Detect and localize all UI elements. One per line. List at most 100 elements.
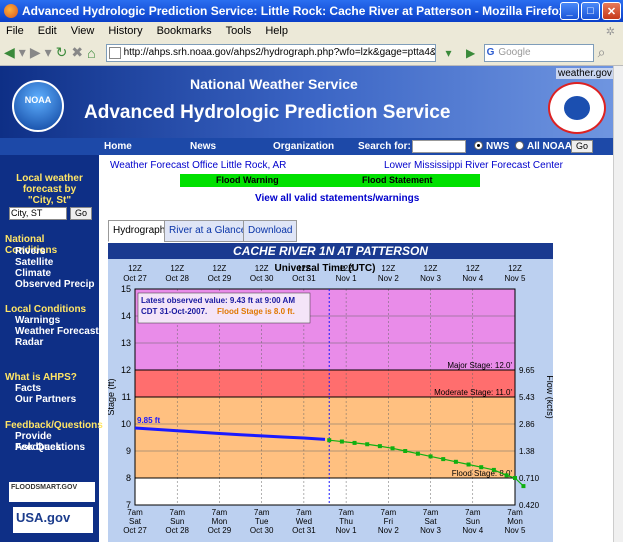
annotation-line2: CDT 31-Oct-2007.: [141, 307, 207, 316]
top-tick-label: Oct 30: [250, 274, 274, 283]
url-dropdown-icon[interactable]: ▾: [445, 45, 452, 60]
go-icon[interactable]: ▶: [465, 45, 476, 60]
sidebar-item-climate[interactable]: Climate: [15, 268, 52, 279]
bottom-tick-label: Mon: [507, 517, 523, 526]
dropdown-icon[interactable]: ▾: [18, 44, 26, 60]
bottom-tick-label: Nov 2: [378, 526, 399, 535]
firefox-icon: [4, 4, 18, 18]
vertical-scrollbar[interactable]: [613, 66, 623, 542]
sidebar-item-weather-forecast[interactable]: Weather Forecast: [15, 326, 99, 337]
tab-download[interactable]: Download: [243, 220, 298, 242]
top-tick-label: Oct 28: [165, 274, 189, 283]
nws-seal-logo[interactable]: [548, 82, 606, 134]
home-icon[interactable]: ⌂: [87, 44, 96, 61]
y-tick-label: 14: [121, 311, 131, 321]
usagov-logo[interactable]: USA.gov: [13, 507, 93, 533]
flood-warning-link[interactable]: Flood Warning: [216, 175, 279, 185]
site-search-input[interactable]: [412, 140, 466, 153]
y-tick-label: 13: [121, 338, 131, 348]
city-go-button[interactable]: Go: [70, 207, 92, 220]
reload-icon[interactable]: ↻: [55, 44, 68, 60]
search-input[interactable]: G Google: [483, 43, 594, 62]
warning-bar: Flood Warning Flood Statement: [180, 174, 480, 187]
stop-icon[interactable]: ✖: [71, 44, 84, 60]
y-tick-label: 7: [126, 500, 131, 510]
forecast-point: [339, 439, 344, 444]
tab-hydrograph[interactable]: Hydrograph: [108, 220, 171, 242]
radio-all-noaa[interactable]: [515, 141, 524, 150]
chart-title: CACHE RIVER 1N AT PATTERSON: [108, 243, 553, 259]
tab-river-at-a-glance[interactable]: River at a Glance: [164, 220, 252, 242]
sidebar-item-rivers[interactable]: Rivers: [15, 246, 46, 257]
menu-help[interactable]: Help: [265, 25, 288, 37]
flow-tick-label: 5.43: [519, 393, 535, 402]
weather-gov-link[interactable]: weather.gov: [556, 68, 613, 79]
top-nav: Home News Organization Search for: NWS A…: [0, 138, 613, 155]
dropdown-icon[interactable]: ▾: [44, 44, 52, 60]
sidebar-item-observed-precip[interactable]: Observed Precip: [15, 279, 95, 290]
city-input[interactable]: City, ST: [9, 207, 67, 220]
bottom-tick-label: Sun: [170, 517, 184, 526]
minimize-button[interactable]: _: [560, 2, 579, 20]
lmrfc-link[interactable]: Lower Mississippi River Forecast Center: [384, 160, 563, 171]
throbber-icon: ✲: [605, 25, 615, 38]
forward-icon[interactable]: ▶: [29, 44, 41, 60]
menu-file[interactable]: File: [6, 25, 24, 37]
top-tick-label: Nov 5: [505, 274, 526, 283]
start-value-label: 9.85 ft: [137, 416, 160, 425]
sidebar-item-partners[interactable]: Our Partners: [15, 394, 77, 405]
navigation-toolbar: ◀ ▾ ▶ ▾ ↻ ✖ ⌂ http://ahps.srh.noaa.gov/a…: [0, 40, 623, 66]
bottom-tick-label: Sat: [425, 517, 438, 526]
minor-flood-band: [135, 397, 515, 478]
sidebar: Local weather forecast by "City, St" Cit…: [0, 155, 103, 542]
forecast-point: [415, 451, 420, 456]
floodsmart-logo[interactable]: FLOODSMART.GOV: [9, 482, 95, 502]
wfo-link[interactable]: Weather Forecast Office Little Rock, AR: [110, 160, 287, 171]
bottom-tick-label: 7am: [212, 508, 228, 517]
sidebar-item-satellite[interactable]: Satellite: [15, 257, 54, 268]
menu-edit[interactable]: Edit: [37, 25, 57, 37]
forecast-point: [352, 440, 357, 445]
back-icon[interactable]: ◀: [4, 44, 15, 60]
forecast-point: [453, 459, 458, 464]
flood-statement-link[interactable]: Flood Statement: [362, 175, 433, 185]
top-tick-label: 12Z: [128, 264, 142, 273]
top-tick-label: 12Z: [255, 264, 269, 273]
close-button[interactable]: ✕: [602, 2, 621, 20]
y-tick-label: 11: [122, 392, 131, 402]
sidebar-item-ask-questions[interactable]: Ask Questions: [15, 442, 86, 453]
forecast-point: [466, 462, 471, 467]
menu-bar: File Edit View History Bookmarks Tools H…: [0, 22, 623, 40]
address-bar[interactable]: http://ahps.srh.noaa.gov/ahps2/hydrograp…: [105, 43, 436, 62]
top-tick-label: Nov 4: [462, 274, 483, 283]
menu-tools[interactable]: Tools: [225, 25, 252, 37]
nav-home[interactable]: Home: [104, 141, 132, 152]
sidebar-item-radar[interactable]: Radar: [15, 337, 44, 348]
radio-nws[interactable]: [474, 141, 483, 150]
bottom-tick-label: Sun: [466, 517, 480, 526]
search-icon[interactable]: ⌕: [597, 44, 606, 60]
seal-center: [564, 96, 590, 120]
bottom-tick-label: Oct 27: [123, 526, 147, 535]
sidebar-item-provide-feedback[interactable]: Provide Feedback: [15, 431, 62, 453]
bottom-tick-label: Mon: [212, 517, 228, 526]
menu-bookmarks[interactable]: Bookmarks: [156, 25, 212, 37]
noaa-logo[interactable]: NOAA: [12, 80, 64, 132]
view-all-statements-link[interactable]: View all valid statements/warnings: [255, 193, 420, 204]
nav-organization[interactable]: Organization: [273, 141, 335, 152]
sidebar-item-facts[interactable]: Facts: [15, 383, 42, 394]
site-search-go-button[interactable]: Go: [571, 140, 593, 153]
menu-history[interactable]: History: [108, 25, 143, 37]
top-tick-label: Oct 27: [123, 274, 147, 283]
y-tick-label: 15: [121, 284, 131, 294]
y-tick-label: 10: [121, 419, 131, 429]
flow-tick-label: 0.710: [519, 474, 540, 483]
y-tick-label: 9: [126, 446, 131, 456]
forecast-point: [513, 476, 517, 480]
menu-view[interactable]: View: [70, 25, 95, 37]
nav-news[interactable]: News: [190, 141, 217, 152]
bottom-tick-label: 7am: [465, 508, 481, 517]
forecast-point: [504, 473, 509, 478]
sidebar-item-warnings[interactable]: Warnings: [15, 315, 61, 326]
maximize-button[interactable]: □: [581, 2, 600, 20]
